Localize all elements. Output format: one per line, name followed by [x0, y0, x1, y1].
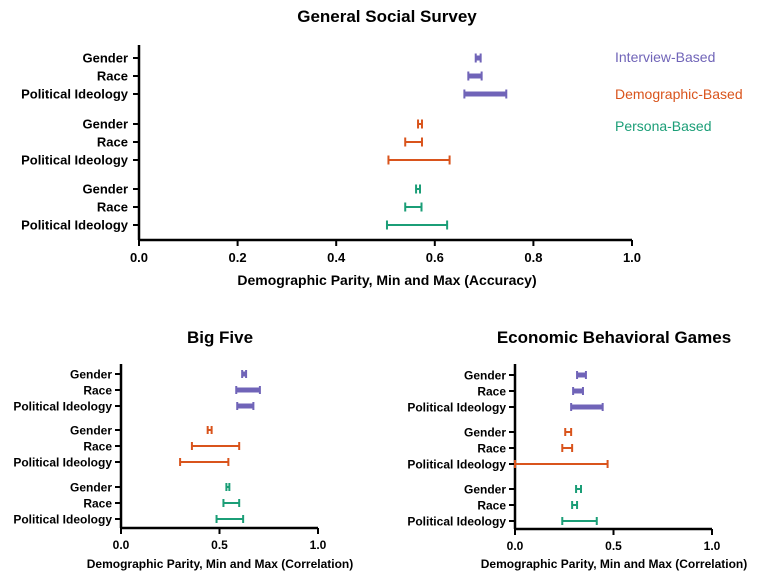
y-category-label: Political Ideology: [407, 458, 506, 472]
y-category-label: Gender: [70, 368, 112, 382]
panel-economic-behavioral-games: Economic Behavioral Games Demographic Pa…: [407, 328, 747, 571]
y-category-label: Race: [477, 442, 506, 456]
panel-big-five: Big Five Demographic Parity, Min and Max…: [13, 328, 353, 571]
x-tick-label: 0.5: [211, 538, 228, 552]
chart-title: General Social Survey: [297, 7, 477, 26]
y-category-label: Race: [97, 135, 128, 150]
x-axis-label: Demographic Parity, Min and Max (Correla…: [87, 557, 353, 571]
y-category-label: Political Ideology: [21, 153, 129, 168]
y-category-label: Political Ideology: [407, 515, 506, 529]
y-category-label: Gender: [464, 426, 506, 440]
y-category-label: Race: [83, 440, 112, 454]
x-tick-label: 1.0: [623, 250, 641, 265]
y-category-label: Race: [477, 499, 506, 513]
y-category-label: Gender: [70, 481, 112, 495]
x-tick-label: 1.0: [310, 538, 327, 552]
y-category-label: Gender: [82, 117, 128, 132]
y-category-label: Political Ideology: [13, 456, 112, 470]
chart-title: Big Five: [187, 328, 253, 347]
legend-interview-based: Interview-Based: [615, 49, 715, 65]
y-category-label: Gender: [464, 369, 506, 383]
y-category-label: Political Ideology: [21, 218, 129, 233]
y-category-label: Race: [83, 497, 112, 511]
y-category-label: Race: [97, 69, 128, 84]
x-tick-label: 0.2: [229, 250, 247, 265]
y-category-label: Race: [83, 384, 112, 398]
x-tick-label: 0.8: [524, 250, 542, 265]
y-category-label: Race: [477, 385, 506, 399]
x-tick-label: 0.0: [130, 250, 148, 265]
y-category-label: Political Ideology: [407, 401, 506, 415]
x-tick-label: 1.0: [704, 539, 721, 553]
x-tick-label: 0.4: [327, 250, 346, 265]
y-category-label: Race: [97, 200, 128, 215]
y-category-label: Political Ideology: [13, 400, 112, 414]
panel-general-social-survey: General Social Survey Demographic Parity…: [21, 7, 641, 288]
y-category-label: Gender: [82, 51, 128, 66]
legend-persona-based: Persona-Based: [615, 118, 712, 134]
x-tick-label: 0.0: [507, 539, 524, 553]
x-tick-label: 0.6: [426, 250, 444, 265]
chart-title: Economic Behavioral Games: [497, 328, 731, 347]
x-axis-label: Demographic Parity, Min and Max (Correla…: [481, 557, 747, 571]
y-category-label: Political Ideology: [13, 513, 112, 527]
y-category-label: Gender: [82, 182, 128, 197]
x-tick-label: 0.5: [605, 539, 622, 553]
y-category-label: Gender: [70, 424, 112, 438]
x-axis-label: Demographic Parity, Min and Max (Accurac…: [237, 272, 536, 288]
y-category-label: Gender: [464, 483, 506, 497]
x-tick-label: 0.0: [113, 538, 130, 552]
legend: Interview-Based Demographic-Based Person…: [615, 49, 743, 134]
y-category-label: Political Ideology: [21, 87, 129, 102]
legend-demographic-based: Demographic-Based: [615, 86, 743, 102]
